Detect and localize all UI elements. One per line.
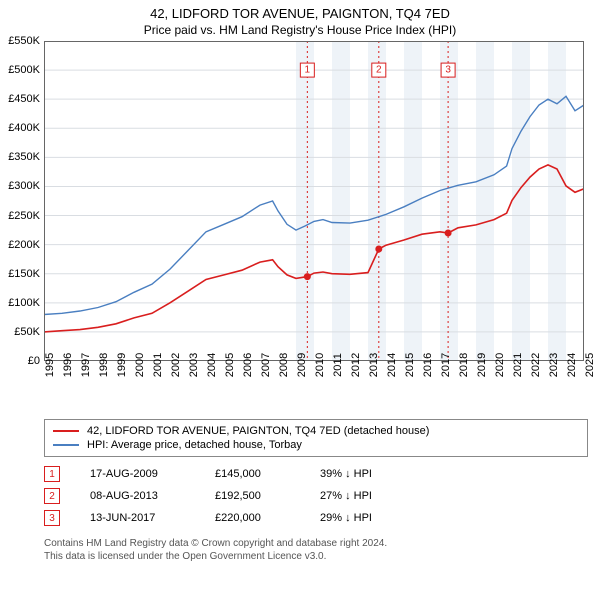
x-tick-label: 2015 bbox=[404, 353, 416, 377]
footer-line-2: This data is licensed under the Open Gov… bbox=[44, 550, 588, 563]
x-tick-label: 2025 bbox=[584, 353, 596, 377]
event-badge: 1 bbox=[44, 466, 60, 482]
y-tick-label: £200K bbox=[8, 239, 40, 251]
x-tick-label: 2020 bbox=[494, 353, 506, 377]
legend-row: HPI: Average price, detached house, Torb… bbox=[53, 438, 579, 452]
x-tick-label: 2021 bbox=[512, 353, 524, 377]
legend-swatch bbox=[53, 430, 79, 432]
y-tick-label: £150K bbox=[8, 268, 40, 280]
x-tick-label: 1999 bbox=[116, 353, 128, 377]
x-tick-label: 2002 bbox=[170, 353, 182, 377]
y-tick-label: £300K bbox=[8, 180, 40, 192]
event-badge: 3 bbox=[44, 510, 60, 526]
x-tick-label: 2004 bbox=[206, 353, 218, 377]
x-tick-label: 2008 bbox=[278, 353, 290, 377]
y-tick-label: £450K bbox=[8, 93, 40, 105]
event-row: 1 17-AUG-2009 £145,000 39% ↓ HPI bbox=[44, 463, 588, 485]
x-tick-label: 2016 bbox=[422, 353, 434, 377]
event-date: 08-AUG-2013 bbox=[90, 490, 185, 502]
y-tick-label: £550K bbox=[8, 35, 40, 47]
y-tick-label: £50K bbox=[14, 326, 40, 338]
x-tick-label: 2019 bbox=[476, 353, 488, 377]
svg-text:2: 2 bbox=[376, 65, 382, 76]
chart-subtitle: Price paid vs. HM Land Registry's House … bbox=[0, 21, 600, 41]
svg-text:1: 1 bbox=[305, 65, 311, 76]
event-date: 13-JUN-2017 bbox=[90, 512, 185, 524]
event-row: 3 13-JUN-2017 £220,000 29% ↓ HPI bbox=[44, 507, 588, 529]
legend-label: HPI: Average price, detached house, Torb… bbox=[87, 439, 302, 451]
x-tick-label: 2001 bbox=[152, 353, 164, 377]
legend-label: 42, LIDFORD TOR AVENUE, PAIGNTON, TQ4 7E… bbox=[87, 425, 429, 437]
event-price: £192,500 bbox=[215, 490, 290, 502]
x-tick-label: 2009 bbox=[296, 353, 308, 377]
x-tick-label: 2003 bbox=[188, 353, 200, 377]
event-delta: 29% ↓ HPI bbox=[320, 512, 372, 524]
x-tick-label: 2012 bbox=[350, 353, 362, 377]
x-tick-label: 1998 bbox=[98, 353, 110, 377]
event-delta: 39% ↓ HPI bbox=[320, 468, 372, 480]
y-tick-label: £500K bbox=[8, 64, 40, 76]
legend: 42, LIDFORD TOR AVENUE, PAIGNTON, TQ4 7E… bbox=[44, 419, 588, 457]
x-tick-label: 2018 bbox=[458, 353, 470, 377]
event-price: £220,000 bbox=[215, 512, 290, 524]
footer-line-1: Contains HM Land Registry data © Crown c… bbox=[44, 537, 588, 550]
event-date: 17-AUG-2009 bbox=[90, 468, 185, 480]
x-tick-label: 2022 bbox=[530, 353, 542, 377]
x-tick-label: 2017 bbox=[440, 353, 452, 377]
x-tick-label: 2013 bbox=[368, 353, 380, 377]
event-delta: 27% ↓ HPI bbox=[320, 490, 372, 502]
chart-title: 42, LIDFORD TOR AVENUE, PAIGNTON, TQ4 7E… bbox=[0, 0, 600, 21]
footer: Contains HM Land Registry data © Crown c… bbox=[44, 537, 588, 563]
svg-text:3: 3 bbox=[445, 65, 451, 76]
x-tick-label: 2014 bbox=[386, 353, 398, 377]
event-row: 2 08-AUG-2013 £192,500 27% ↓ HPI bbox=[44, 485, 588, 507]
x-tick-label: 2007 bbox=[260, 353, 272, 377]
y-tick-label: £100K bbox=[8, 297, 40, 309]
x-tick-label: 1996 bbox=[62, 353, 74, 377]
event-list: 1 17-AUG-2009 £145,000 39% ↓ HPI 2 08-AU… bbox=[44, 463, 588, 529]
price-chart: 123£0£50K£100K£150K£200K£250K£300K£350K£… bbox=[44, 41, 584, 361]
y-tick-label: £250K bbox=[8, 210, 40, 222]
y-tick-label: £0 bbox=[28, 355, 40, 367]
legend-row: 42, LIDFORD TOR AVENUE, PAIGNTON, TQ4 7E… bbox=[53, 424, 579, 438]
x-tick-label: 1997 bbox=[80, 353, 92, 377]
x-tick-label: 2023 bbox=[548, 353, 560, 377]
x-tick-label: 1995 bbox=[44, 353, 56, 377]
event-badge: 2 bbox=[44, 488, 60, 504]
x-tick-label: 2010 bbox=[314, 353, 326, 377]
x-tick-label: 2000 bbox=[134, 353, 146, 377]
legend-swatch bbox=[53, 444, 79, 446]
x-tick-label: 2005 bbox=[224, 353, 236, 377]
y-tick-label: £350K bbox=[8, 151, 40, 163]
event-price: £145,000 bbox=[215, 468, 290, 480]
x-tick-label: 2011 bbox=[332, 353, 344, 377]
y-tick-label: £400K bbox=[8, 122, 40, 134]
x-tick-label: 2006 bbox=[242, 353, 254, 377]
x-tick-label: 2024 bbox=[566, 353, 578, 377]
